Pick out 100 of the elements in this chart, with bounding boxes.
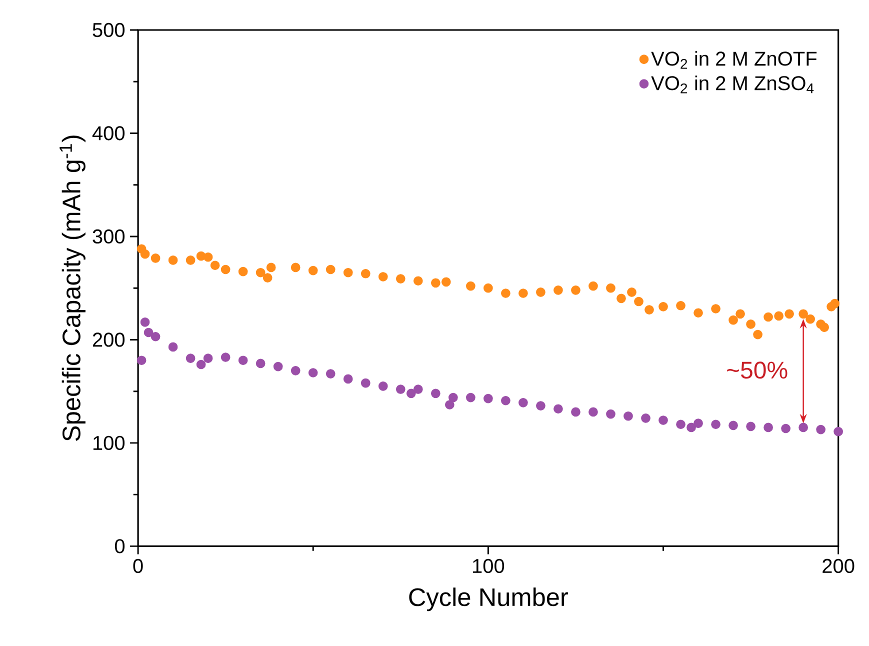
point [686,422,696,432]
point [736,309,745,318]
y-tick-label: 100 [93,436,125,450]
point [203,252,213,262]
point [588,281,598,291]
point [136,356,146,365]
point [816,424,826,434]
point [834,426,843,436]
point [144,328,154,338]
point [273,362,283,372]
point [764,422,773,432]
point [641,413,650,423]
x-tick-label: 200 [822,558,854,573]
point [746,422,756,431]
point [396,384,406,394]
point [396,274,406,284]
point [658,302,668,312]
y-tick-label: 500 [92,22,125,37]
point [413,276,423,286]
x-tick-label: 100 [473,558,504,573]
point [290,262,300,272]
point [343,374,353,384]
point [431,278,440,288]
point [203,354,213,363]
point [140,317,150,327]
point [753,330,762,340]
point [378,272,388,282]
point [518,398,528,408]
point [728,315,738,325]
point [406,388,416,398]
point [220,264,230,274]
point [266,262,276,272]
point [676,300,686,310]
legend-label: VO$_{2}$ in 2 M ZnOTF [651,50,817,69]
point [606,409,616,419]
point [658,415,668,425]
point [728,420,738,430]
point [806,314,815,324]
point [571,407,580,417]
point [186,354,196,363]
point [196,360,206,370]
annotation: ~50% [727,362,788,379]
y-tick-label: 400 [92,126,125,140]
point [616,294,626,303]
point [624,411,633,421]
point [830,298,840,308]
point [466,392,476,402]
point [326,368,336,378]
point [256,358,266,368]
point [627,287,636,297]
point [554,285,563,295]
point [466,281,476,291]
point [554,404,563,414]
point [445,400,454,410]
point [484,394,493,404]
point [484,283,493,293]
point [308,368,318,378]
point [150,332,160,342]
point [820,322,829,332]
point [518,288,528,298]
y-axis-title: Specific Capacity (mAh g$^{-1}$) [60,136,86,441]
x-tick-label: 0 [133,558,143,573]
point [360,378,370,388]
point [168,255,178,265]
point [413,384,423,394]
point [711,420,720,429]
y-tick-label: 0 [114,538,125,554]
point [220,352,230,362]
point [501,288,510,298]
point [168,342,178,352]
point [238,266,248,276]
point [238,356,248,365]
point [256,268,266,278]
point [308,266,318,276]
point [326,264,336,274]
point [711,304,720,314]
legend-label: VO$_{2}$ in 2 M ZnSO$_{4}$ [651,75,814,94]
point [746,319,756,329]
point [764,312,773,322]
point [343,268,353,278]
point [784,309,794,318]
point [694,308,703,318]
point [781,424,790,434]
point [186,255,196,265]
point [448,392,458,402]
point [360,268,370,278]
point [210,260,220,270]
point [676,420,686,429]
y-tick-label: 300 [92,229,125,244]
point [588,407,598,417]
point [378,381,388,391]
point [431,388,440,398]
point [442,277,451,286]
x-axis-title: Cycle Number [409,587,568,612]
point [150,253,160,263]
point [262,272,272,282]
point [798,422,808,432]
point [536,287,546,297]
point [644,304,654,314]
point [774,311,784,321]
